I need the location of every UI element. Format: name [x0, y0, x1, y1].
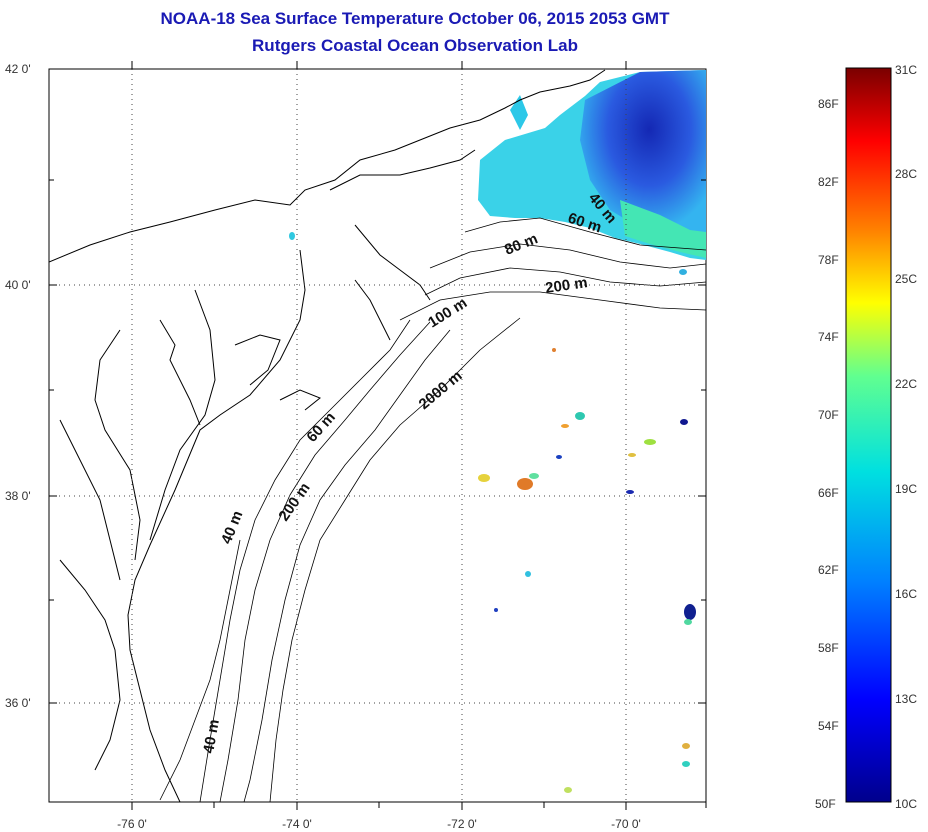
- depth-label: 200 m: [544, 274, 588, 297]
- colorbar: 86F 82F 78F 74F 70F 66F 62F 58F 54F 50F …: [815, 63, 917, 811]
- lon-label: -70 0': [611, 817, 641, 831]
- lon-label: -76 0': [117, 817, 147, 831]
- coastline: [49, 69, 606, 802]
- colorbar-c-label: 25C: [895, 272, 917, 286]
- sst-data-layer: [289, 70, 706, 793]
- colorbar-f-label: 70F: [818, 408, 839, 422]
- colorbar-f-label: 86F: [818, 97, 839, 111]
- lat-label: 36 0': [5, 696, 31, 710]
- colorbar-c-label: 31C: [895, 63, 917, 77]
- graticule: [49, 69, 706, 802]
- colorbar-c-label: 16C: [895, 587, 917, 601]
- map-title: NOAA-18 Sea Surface Temperature October …: [160, 9, 670, 28]
- axis-ticks: [49, 61, 707, 810]
- colorbar-c-label: 22C: [895, 377, 917, 391]
- depth-contours: [159, 217, 706, 802]
- colorbar-f-label: 66F: [818, 486, 839, 500]
- map-subtitle: Rutgers Coastal Ocean Observation Lab: [252, 36, 578, 55]
- lat-label: 38 0': [5, 489, 31, 503]
- colorbar-f-label: 74F: [818, 330, 839, 344]
- colorbar-c-label: 19C: [895, 482, 917, 496]
- colorbar-c-label: 28C: [895, 167, 917, 181]
- colorbar-gradient: [845, 67, 892, 803]
- colorbar-f-label: 78F: [818, 253, 839, 267]
- colorbar-f-label: 82F: [818, 175, 839, 189]
- colorbar-f-label: 54F: [818, 719, 839, 733]
- colorbar-f-label: 62F: [818, 563, 839, 577]
- colorbar-f-label: 50F: [815, 797, 836, 811]
- lat-label: 42 0': [5, 62, 31, 76]
- colorbar-c-label: 13C: [895, 692, 917, 706]
- lon-label: -72 0': [447, 817, 477, 831]
- lon-label: -74 0': [282, 817, 312, 831]
- lat-label: 40 0': [5, 278, 31, 292]
- colorbar-c-label: 10C: [895, 797, 917, 811]
- colorbar-f-label: 58F: [818, 641, 839, 655]
- depth-label: 40 m: [200, 718, 223, 755]
